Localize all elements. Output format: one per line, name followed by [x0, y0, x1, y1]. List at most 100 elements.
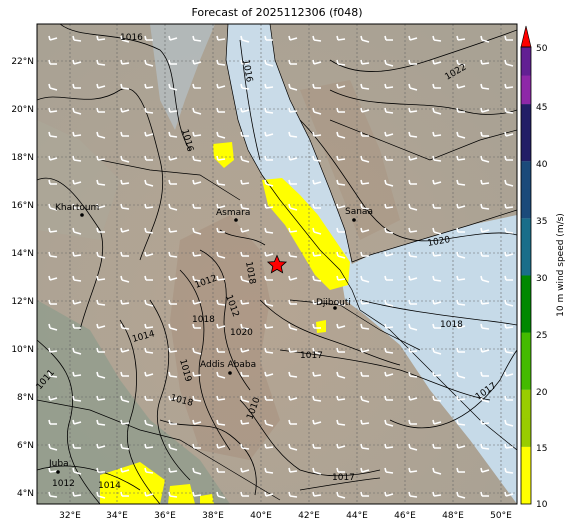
wind-barb — [432, 131, 442, 137]
wind-barb — [336, 35, 346, 41]
lat-tick: 8°N — [17, 393, 34, 403]
wind-barb — [168, 179, 177, 185]
wind-barb — [360, 179, 370, 185]
wind-barb — [360, 371, 369, 377]
wind-barb — [480, 323, 490, 330]
wind-barb — [216, 155, 226, 161]
wind-barb — [72, 371, 82, 377]
wind-barb — [96, 83, 106, 89]
wind-barb — [456, 371, 466, 379]
wind-barb — [216, 347, 225, 353]
wind-barb — [96, 227, 105, 233]
ethiopian-highlands — [170, 215, 280, 460]
wind-barb — [312, 395, 322, 402]
wind-barb — [144, 227, 154, 234]
wind-barb — [264, 227, 274, 234]
latitude-ticks: 4°N 6°N 8°N 10°N 12°N 14°N 16°N 18°N 20°… — [11, 57, 34, 499]
wind-barb — [360, 395, 370, 403]
wind-barb — [72, 491, 82, 497]
wind-barb — [480, 251, 489, 257]
wind-barb — [144, 107, 154, 114]
nile-shade — [150, 24, 215, 130]
wind-barb — [336, 155, 346, 161]
wind-barb — [96, 179, 106, 186]
wind-barb — [456, 347, 465, 353]
wind-barb — [144, 419, 154, 427]
wind-barb — [48, 203, 58, 211]
city-dot — [234, 218, 238, 222]
wind-barb — [312, 443, 321, 449]
wind-barb — [240, 131, 249, 137]
wind-barb — [384, 83, 394, 89]
lon-tick: 36°E — [154, 511, 176, 521]
wind-barb — [240, 299, 250, 305]
isobar-label: 1020 — [230, 328, 253, 338]
wind-barb — [456, 155, 466, 161]
wind-barb — [192, 59, 202, 65]
wind-barb — [168, 131, 178, 138]
wind-barb — [456, 179, 466, 186]
wind-barb — [120, 395, 130, 403]
wind-barb — [432, 227, 442, 235]
lat-tick: 10°N — [11, 345, 34, 355]
wind-barb — [360, 467, 370, 473]
wind-barb — [288, 275, 298, 281]
wind-barb — [72, 299, 82, 305]
wind-barb — [432, 179, 442, 185]
wind-barb — [72, 83, 81, 89]
lon-tick: 42°E — [298, 511, 320, 521]
wind-barb — [480, 419, 490, 425]
wind-barb — [408, 275, 418, 281]
lon-tick: 50°E — [490, 511, 512, 521]
wind-barb — [456, 203, 466, 209]
wind-barb — [216, 35, 226, 41]
wind-barb — [480, 491, 489, 497]
wind-barb — [336, 275, 346, 281]
wind-barb — [504, 203, 514, 209]
lat-tick: 12°N — [11, 297, 34, 307]
wind-barb — [384, 395, 393, 401]
wind-barb — [360, 347, 370, 353]
wind-barb — [168, 203, 178, 211]
wind-barb — [216, 419, 226, 426]
wind-barb — [336, 371, 346, 379]
wind-barb — [240, 275, 250, 283]
wind-barb — [72, 419, 82, 425]
wind-barb — [336, 131, 346, 139]
wind-barb — [336, 179, 346, 186]
wind-barb — [384, 227, 394, 234]
wind-barb — [456, 107, 465, 113]
wind-barb — [216, 371, 226, 379]
wind-barb — [504, 347, 514, 354]
wind-barb — [48, 491, 58, 498]
wind-barb — [288, 179, 297, 185]
wind-barb — [312, 107, 322, 115]
wind-barb — [96, 131, 106, 139]
wind-barb — [168, 347, 178, 353]
isobar-label: 1012 — [52, 479, 75, 489]
wind-barb — [456, 35, 466, 41]
wind-barb — [216, 107, 225, 113]
wind-barb — [48, 467, 58, 473]
wind-barb — [216, 83, 226, 89]
wind-barb — [120, 467, 130, 473]
wind-barb — [408, 347, 418, 353]
yemen-highlands — [300, 80, 400, 240]
wind-barb — [480, 131, 489, 137]
wind-barb — [312, 155, 322, 162]
wind-barb — [384, 371, 394, 377]
wind-barb — [288, 107, 298, 113]
wind-barb — [192, 203, 201, 209]
wind-barb — [408, 323, 418, 331]
wind-barb — [408, 83, 418, 91]
wind-barb — [240, 227, 250, 233]
wind-barb — [432, 107, 442, 115]
wind-barb — [216, 251, 226, 259]
wind-barb — [120, 107, 130, 113]
wind-barb — [48, 443, 58, 451]
wind-barb — [504, 371, 514, 377]
wind-barb — [360, 155, 370, 163]
wind-barb — [240, 443, 250, 450]
wind-barb — [192, 395, 202, 402]
wind-barb — [120, 131, 129, 137]
